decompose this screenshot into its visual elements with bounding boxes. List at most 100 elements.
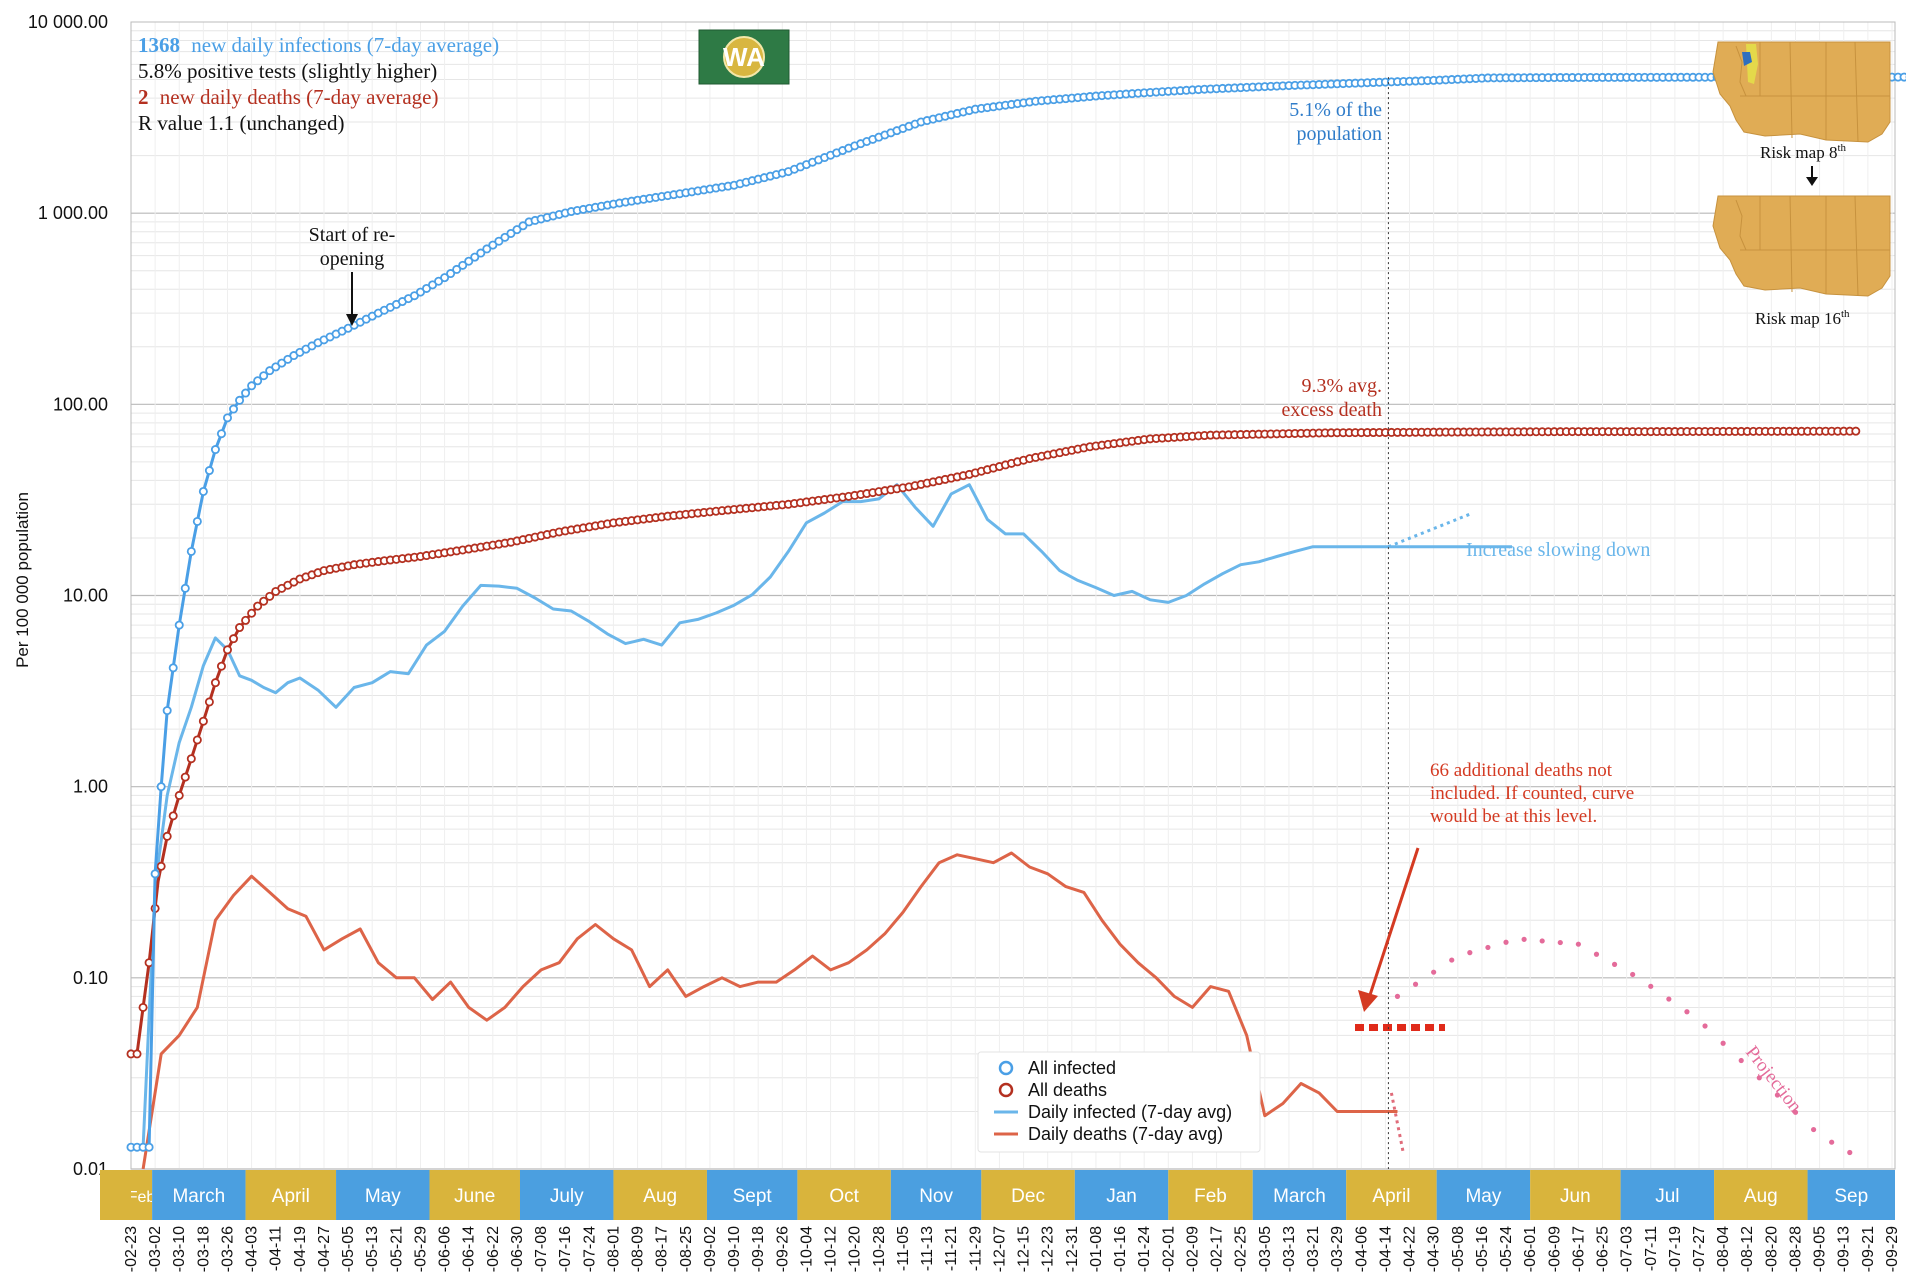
date-tick-label: -10-20 [847, 1226, 864, 1272]
projection-dot [1611, 961, 1618, 967]
month-label: Dec [1011, 1186, 1045, 1207]
data-point [138, 1002, 148, 1012]
date-tick-label: -11-05 [895, 1226, 912, 1271]
reopening-label-1: Start of re- [309, 224, 396, 246]
projection-dot [1666, 996, 1672, 1002]
date-tick-label: -01-08 [1088, 1226, 1105, 1272]
date-tick-label: -12-23 [1040, 1226, 1057, 1272]
data-point [222, 413, 232, 423]
date-tick-label: -04-30 [1426, 1226, 1443, 1272]
date-tick-label: -03-26 [219, 1226, 236, 1272]
risk-map-1: Risk map 8th [1712, 41, 1891, 186]
deaths-note-1: 66 additional deaths not [1430, 760, 1613, 781]
annotations: Start of re- opening 5.1% of the populat… [309, 99, 1806, 1117]
excess-death-label-1: 9.3% avg. [1301, 375, 1382, 397]
projection-dot [1756, 1075, 1762, 1081]
y-tick-label: 10.00 [63, 586, 108, 606]
infobox-infections-text: new daily infections (7-day average) [191, 33, 499, 57]
month-label: Nov [919, 1186, 953, 1207]
date-tick-label: -07-03 [1619, 1226, 1636, 1272]
date-tick-label: -09-13 [1836, 1226, 1853, 1272]
data-point [168, 811, 178, 821]
projection-dot [1485, 944, 1491, 951]
projection-dot [1648, 983, 1654, 989]
projection-dot [1702, 1023, 1708, 1029]
data-point [180, 772, 190, 782]
date-tick-label: -12-31 [1064, 1226, 1081, 1272]
legend-label: Daily deaths (7-day avg) [1028, 1124, 1223, 1144]
y-tick-label: 0.10 [73, 968, 108, 988]
data-point [476, 248, 486, 258]
legend-label: All infected [1028, 1058, 1116, 1078]
data-point [198, 716, 208, 726]
date-tick-label: -09-10 [726, 1226, 743, 1272]
month-band [890, 1170, 982, 1220]
projection-dot [1557, 939, 1563, 946]
projection-dot [1521, 936, 1527, 942]
month-label: Jul [1655, 1186, 1679, 1207]
reopening-label-2: opening [320, 248, 384, 270]
risk-map-2-label: Risk map 16 [1755, 309, 1841, 328]
data-point [464, 256, 474, 266]
infobox-infections-number: 1368 [138, 33, 180, 57]
date-tick-label: -09-02 [702, 1226, 719, 1272]
month-label: July [550, 1186, 584, 1207]
data-point [253, 376, 263, 386]
y-tick-label: 1.00 [73, 777, 108, 797]
date-tick-label: -11-21 [943, 1226, 960, 1271]
projection-dot [1829, 1139, 1835, 1145]
month-band [1074, 1170, 1169, 1220]
month-band [1168, 1170, 1253, 1220]
infobox-r-value: R value 1.1 (unchanged) [138, 111, 344, 135]
month-label: April [272, 1186, 310, 1207]
y-axis: 10 000.00 1 000.00 100.00 10.00 1.00 0.10 0.01 [28, 12, 108, 1179]
svg-text:1368 new daily infection: 1368 new daily infections (7-day average… [138, 33, 499, 57]
date-tick-label: -06-22 [485, 1226, 502, 1272]
washington-map-icon [1712, 41, 1891, 143]
y-tick-label: 10 000.00 [28, 12, 108, 32]
date-tick-label: -04-11 [268, 1226, 285, 1271]
date-tick-label: -08-17 [654, 1226, 671, 1272]
data-point [229, 634, 239, 644]
data-point [259, 596, 269, 606]
month-band [797, 1170, 891, 1220]
date-tick-label: -03-02 [147, 1226, 164, 1272]
infobox-deaths-number: 2 [138, 85, 149, 109]
projection-dot [1774, 1092, 1780, 1098]
month-band [152, 1170, 246, 1220]
grid [130, 21, 1896, 1170]
date-tick-label: -05-16 [1474, 1226, 1491, 1272]
date-tick-label: -07-11 [1643, 1226, 1660, 1271]
date-tick-label: -04-06 [1353, 1226, 1370, 1272]
projection-dot [1449, 957, 1455, 963]
data-point [482, 244, 492, 254]
series-line-daily-infected-day-avg- [141, 483, 1512, 1148]
projection-dot [1630, 971, 1636, 978]
date-tick-label: -06-17 [1570, 1226, 1587, 1272]
data-point [241, 615, 251, 625]
projection-dots [1394, 936, 1853, 1156]
data-point [229, 404, 239, 414]
data-point [470, 252, 480, 262]
data-point [253, 601, 263, 611]
month-label: Aug [1744, 1186, 1778, 1207]
date-labels: -02-23 -03-02 -03-10 -03-18 -03-26 -04-03 -04-… [123, 1226, 1901, 1272]
month-band [519, 1170, 614, 1220]
projection-dot [1684, 1009, 1690, 1015]
data-point [144, 1142, 154, 1152]
date-tick-label: -09-21 [1860, 1226, 1877, 1272]
excess-death-label-2: excess death [1281, 399, 1382, 421]
month-band [981, 1170, 1075, 1220]
data-point [150, 869, 160, 879]
legend-label: All deaths [1028, 1080, 1107, 1100]
month-label: May [365, 1186, 401, 1207]
projection-dot [1810, 1126, 1817, 1133]
date-tick-label: -03-13 [1281, 1226, 1298, 1272]
reopening-arrowhead-icon [346, 314, 358, 326]
data-point [1899, 72, 1906, 82]
month-label: Sept [733, 1186, 773, 1207]
data-point [168, 663, 178, 673]
date-tick-label: -07-24 [581, 1226, 598, 1272]
date-tick-label: -02-23 [123, 1226, 140, 1272]
month-band [131, 1170, 153, 1220]
